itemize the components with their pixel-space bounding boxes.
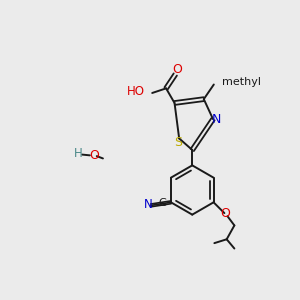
Text: O: O — [220, 207, 230, 220]
Text: HO: HO — [127, 85, 145, 98]
Text: C: C — [159, 198, 166, 208]
Text: H: H — [74, 147, 83, 160]
Text: O: O — [89, 149, 99, 162]
Text: N: N — [212, 113, 222, 126]
Text: methyl: methyl — [222, 77, 261, 87]
Text: S: S — [174, 136, 182, 149]
Text: N: N — [144, 198, 153, 211]
Text: O: O — [172, 63, 182, 76]
